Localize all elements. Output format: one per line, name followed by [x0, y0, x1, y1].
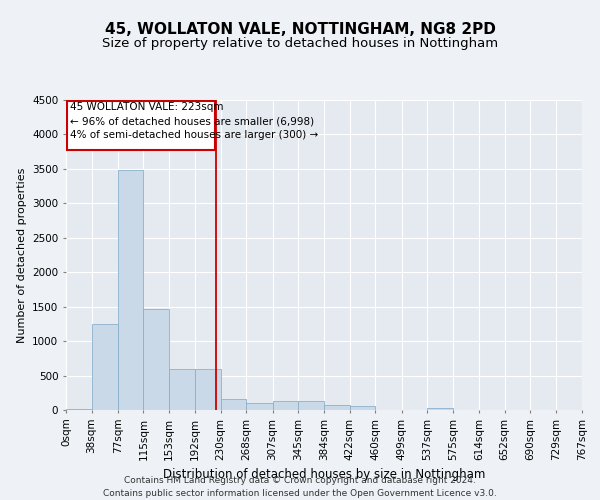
X-axis label: Distribution of detached houses by size in Nottingham: Distribution of detached houses by size …: [163, 468, 485, 481]
Text: 45 WOLLATON VALE: 223sqm
← 96% of detached houses are smaller (6,998)
4% of semi: 45 WOLLATON VALE: 223sqm ← 96% of detach…: [70, 102, 318, 141]
Bar: [169, 370, 195, 410]
Text: Contains HM Land Registry data © Crown copyright and database right 2024.
Contai: Contains HM Land Registry data © Crown c…: [103, 476, 497, 498]
Y-axis label: Number of detached properties: Number of detached properties: [17, 168, 26, 342]
FancyBboxPatch shape: [67, 102, 215, 150]
Bar: [427, 408, 453, 410]
Text: 45, WOLLATON VALE, NOTTINGHAM, NG8 2PD: 45, WOLLATON VALE, NOTTINGHAM, NG8 2PD: [104, 22, 496, 38]
Bar: [246, 403, 272, 410]
Bar: [195, 370, 221, 410]
Bar: [143, 310, 169, 410]
Bar: [272, 401, 298, 410]
Bar: [350, 406, 376, 410]
Bar: [92, 324, 118, 410]
Bar: [118, 170, 143, 410]
Bar: [221, 400, 246, 410]
Text: Size of property relative to detached houses in Nottingham: Size of property relative to detached ho…: [102, 38, 498, 51]
Bar: [298, 401, 325, 410]
Bar: [325, 405, 350, 410]
